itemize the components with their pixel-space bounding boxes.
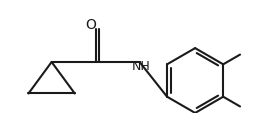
Text: NH: NH bbox=[132, 60, 150, 73]
Text: O: O bbox=[86, 17, 97, 31]
